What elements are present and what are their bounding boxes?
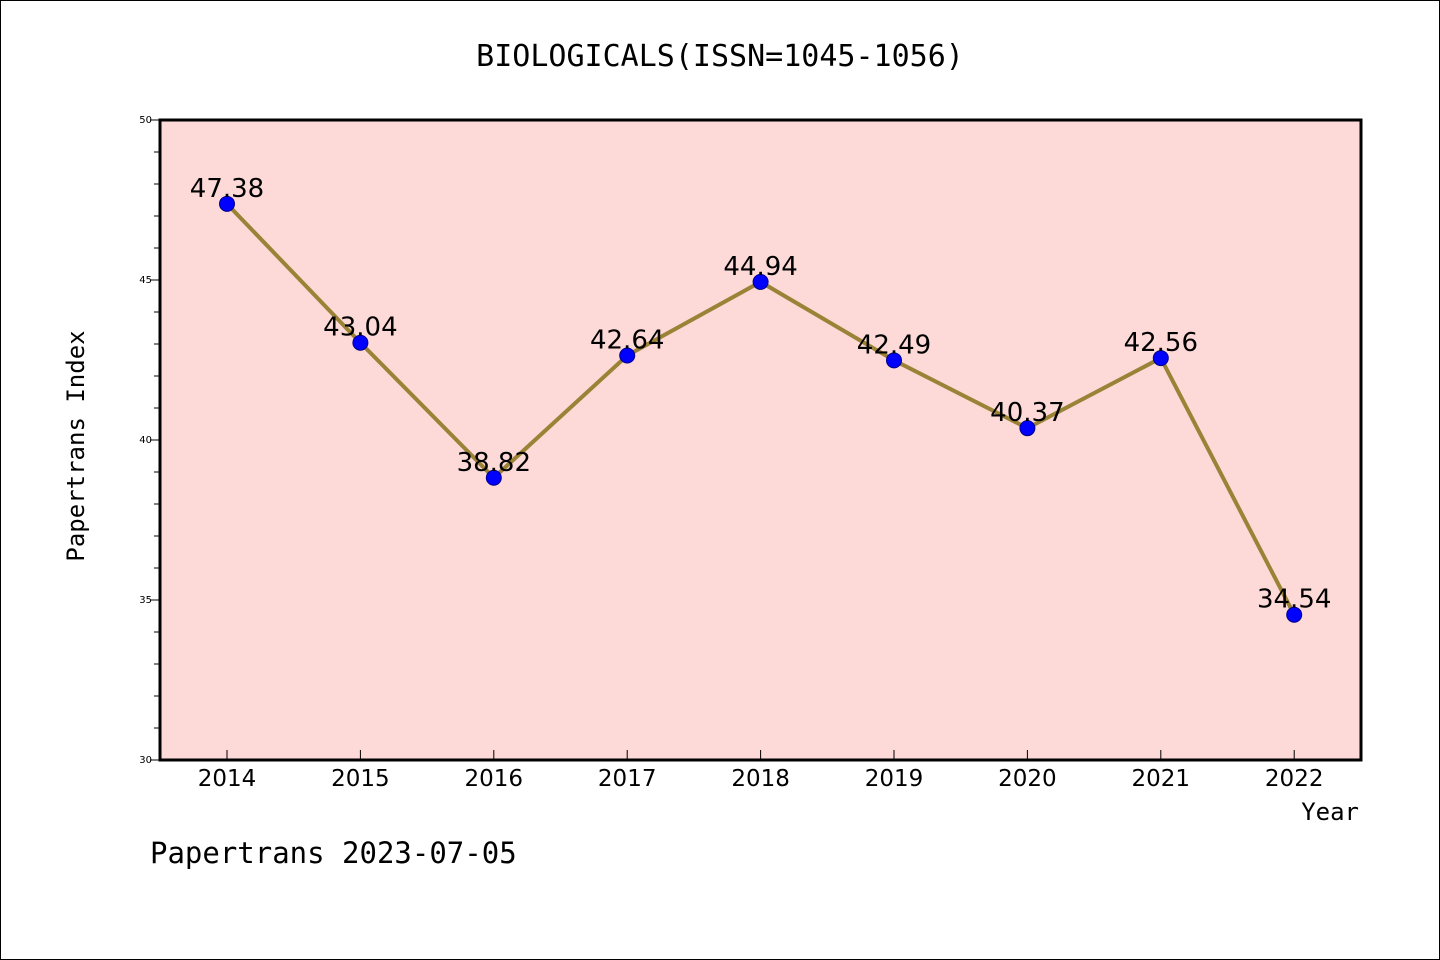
data-label: 34.54 (1257, 585, 1331, 615)
data-point (752, 273, 769, 290)
x-axis-label: Year (1301, 798, 1359, 826)
x-tick-label: 2015 (331, 766, 390, 792)
x-tick-label: 2017 (598, 766, 657, 792)
data-label: 42.49 (857, 330, 931, 360)
data-label: 38.82 (457, 448, 531, 478)
y-tick-label: 30 (139, 755, 152, 766)
x-tick-label: 2016 (465, 766, 524, 792)
data-point (886, 352, 902, 369)
series: 47.38 43.04 38.82 42.64 44.94 42.49 40.37 42.56… (190, 174, 1331, 623)
data-point (1286, 606, 1303, 623)
x-tick-label: 2019 (865, 766, 924, 792)
data-point (1152, 350, 1169, 367)
data-point (219, 195, 235, 212)
x-tick-label: 2022 (1265, 766, 1324, 792)
y-axis: 30 35 40 45 50 (139, 115, 160, 766)
footer-text: Papertrans 2023-07-05 (150, 836, 517, 870)
y-tick-label: 40 (139, 435, 152, 446)
y-tick-label: 45 (139, 275, 152, 286)
y-tick-label: 35 (139, 595, 152, 606)
data-point (1019, 420, 1036, 437)
x-tick-label: 2014 (198, 766, 257, 792)
chart-title: BIOLOGICALS(ISSN=1045-1056) (476, 39, 964, 74)
data-label: 40.37 (990, 398, 1064, 428)
x-tick-label: 2021 (1132, 766, 1191, 792)
plot-area (158, 118, 1363, 762)
data-point (352, 334, 369, 351)
x-tick-label: 2018 (731, 766, 790, 792)
data-label: 42.64 (590, 326, 664, 356)
y-axis-label: Papertrans Index (62, 330, 90, 561)
data-point (485, 469, 502, 486)
x-tick-label: 2020 (998, 766, 1057, 792)
data-label: 47.38 (190, 174, 264, 204)
data-label: 44.94 (723, 252, 797, 282)
data-label: 42.56 (1124, 328, 1198, 358)
x-axis: 2014 2015 2016 2017 2018 2019 2020 2021 2022 (198, 750, 1324, 792)
data-label: 43.04 (323, 313, 397, 343)
y-tick-label: 50 (139, 115, 152, 126)
data-point (619, 347, 636, 364)
